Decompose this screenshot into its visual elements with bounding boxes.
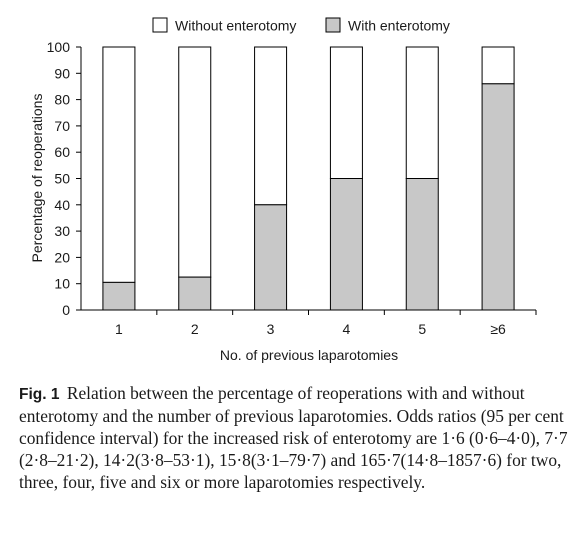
legend: Without enterotomy With enterotomy [152,17,450,34]
bar-with-enterotomy [178,276,212,311]
x-tick-label: 5 [418,321,426,337]
figure-caption: Fig. 1 Relation between the percentage o… [19,383,569,494]
bar-without-enterotomy [481,46,515,85]
x-tick-label: 1 [115,321,123,337]
bar-with-enterotomy [102,281,136,311]
y-tick-label: 90 [54,65,70,81]
plot-area: 0 10 20 30 40 50 60 70 80 90 100 1 2 3 4 5 ≥6 [47,39,537,337]
x-axis-label: No. of previous laparotomies [220,347,398,363]
y-tick-label: 50 [54,171,70,187]
legend-swatch-with-enterotomy [325,17,341,33]
legend-label-without-enterotomy: Without enterotomy [175,18,296,34]
figure-label: Fig. 1 [19,386,60,403]
x-tick-label: 3 [267,321,275,337]
legend-swatch-without-enterotomy [152,17,168,33]
bar-chart: Without enterotomy With enterotomy Perce… [29,17,537,363]
y-tick-label: 100 [47,39,71,55]
legend-label-with-enterotomy: With enterotomy [348,18,450,34]
figure-caption-text: Relation between the percentage of reope… [19,383,568,492]
y-axis-label: Percentage of reoperations [29,94,45,263]
x-tick-label: ≥6 [490,321,506,337]
y-tick-label: 60 [54,144,70,160]
bar-without-enterotomy [178,46,212,278]
y-tick-label: 80 [54,92,70,108]
y-tick-label: 0 [62,302,70,318]
x-tick-label: 2 [191,321,199,337]
bar-without-enterotomy [329,46,363,179]
bar-with-enterotomy [481,83,515,311]
bar-without-enterotomy [254,46,288,206]
y-tick-label: 10 [54,276,70,292]
bar-with-enterotomy [405,178,439,311]
y-tick-label: 20 [54,249,70,265]
x-tick-label: 4 [343,321,351,337]
bar-with-enterotomy [329,178,363,311]
y-tick-label: 30 [54,223,70,239]
bar-without-enterotomy [102,46,136,283]
y-tick-label: 40 [54,197,70,213]
bar-without-enterotomy [405,46,439,179]
y-tick-label: 70 [54,118,70,134]
bar-with-enterotomy [254,204,288,311]
